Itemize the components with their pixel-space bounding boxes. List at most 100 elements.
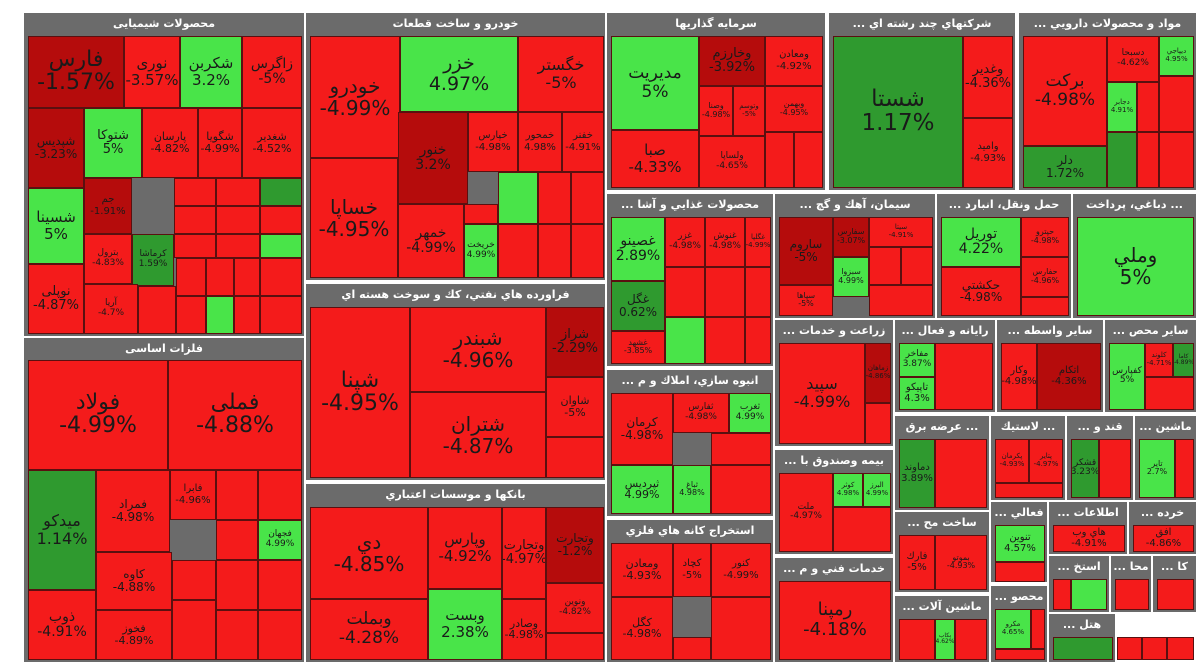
stock-tile[interactable]: وغدير -4.36%	[963, 36, 1013, 118]
stock-tile-small[interactable]	[1021, 297, 1069, 316]
stock-tile[interactable]: خمهر -4.99%	[398, 204, 464, 278]
sector-title[interactable]: اطلاعات ...	[1057, 506, 1119, 519]
stock-tile[interactable]: شبندر -4.96%	[410, 307, 546, 392]
stock-tile-small[interactable]	[1142, 637, 1167, 660]
sector-title[interactable]: ... لاستيك	[1000, 420, 1056, 433]
stock-tile[interactable]: نوری -3.57%	[124, 36, 180, 108]
stock-tile-small[interactable]	[538, 224, 571, 278]
stock-tile[interactable]: مديريت 5%	[611, 36, 699, 130]
stock-tile[interactable]: خفنر -4.91%	[562, 112, 604, 172]
sector-title[interactable]: سایر واسطه ...	[1007, 324, 1093, 337]
stock-tile-small[interactable]	[174, 206, 216, 234]
stock-tile-small[interactable]	[705, 317, 745, 364]
stock-tile[interactable]: خمحور 4.98%	[518, 112, 562, 172]
stock-tile[interactable]: وبهمن -4.95%	[765, 86, 823, 132]
stock-tile-small[interactable]	[571, 172, 604, 224]
stock-tile[interactable]: مكرو 4.65%	[995, 609, 1031, 649]
stock-tile[interactable]: غزر -4.98%	[665, 217, 705, 267]
stock-tile-small[interactable]	[1031, 609, 1045, 649]
stock-tile[interactable]: خودرو -4.99%	[310, 36, 400, 158]
stock-tile-small[interactable]	[176, 258, 206, 296]
sector-title[interactable]: ... دباغي، پرداخت	[1086, 198, 1183, 211]
sector-title[interactable]: قند و ...	[1077, 420, 1123, 433]
stock-tile[interactable]: شغدیر -4.52%	[242, 108, 302, 178]
stock-tile-small[interactable]	[1175, 439, 1194, 498]
stock-tile[interactable]: شاوان -5%	[546, 377, 604, 437]
stock-tile[interactable]: دلر 1.72%	[1023, 146, 1107, 188]
stock-tile[interactable]: سپيد -4.99%	[779, 343, 865, 444]
sector-title[interactable]: فعالي ...	[994, 506, 1044, 519]
stock-tile[interactable]: خریخت 4.99%	[464, 224, 498, 278]
stock-tile[interactable]: شتران -4.87%	[410, 392, 546, 478]
stock-tile[interactable]: ديپاجي 4.95%	[1159, 36, 1194, 76]
stock-tile[interactable]: کرماشا 1.59%	[132, 234, 174, 286]
stock-tile-small[interactable]	[1115, 579, 1149, 610]
stock-tile[interactable]: ثباغ 4.98%	[673, 465, 711, 514]
stock-tile-small[interactable]	[935, 343, 993, 410]
stock-tile[interactable]: زماهان -4.86%	[865, 343, 891, 403]
sector-title[interactable]: خدمات فني و م ...	[783, 562, 885, 575]
stock-tile-small[interactable]	[711, 433, 771, 465]
stock-tile[interactable]: فخوز -4.89%	[96, 610, 172, 660]
stock-tile[interactable]: میدکو 1.14%	[28, 470, 96, 590]
stock-tile[interactable]: پتاير -4.97%	[1029, 439, 1063, 483]
stock-tile-small[interactable]	[258, 610, 302, 660]
stock-tile-small[interactable]	[794, 132, 823, 188]
sector-title[interactable]: رايانه و فعال ...	[901, 324, 989, 337]
stock-tile[interactable]: كگل -4.98%	[611, 597, 673, 660]
stock-tile-small[interactable]	[258, 560, 302, 610]
sector-title[interactable]: فلزات اساسی	[125, 342, 203, 355]
stock-tile[interactable]: ثپردیس 4.99%	[611, 465, 673, 514]
sector-title[interactable]: استخ ...	[1057, 560, 1101, 573]
stock-tile[interactable]: شتوکا 5%	[84, 108, 142, 178]
stock-tile-small[interactable]	[995, 649, 1045, 660]
stock-tile-small[interactable]	[1107, 132, 1137, 188]
sector-title[interactable]: خودرو و ساخت قطعات	[392, 17, 519, 30]
stock-tile[interactable]: خزر 4.97%	[400, 36, 518, 112]
stock-tile-small[interactable]	[705, 267, 745, 317]
stock-tile[interactable]: تاير 2.7%	[1139, 439, 1175, 498]
stock-tile[interactable]: وتجارت -4.97%	[502, 507, 546, 599]
stock-tile-small[interactable]	[546, 633, 604, 660]
stock-tile-small[interactable]	[1159, 76, 1194, 132]
stock-tile[interactable]: رمپنا -4.18%	[779, 581, 891, 660]
stock-tile[interactable]: بترول -4.83%	[84, 234, 132, 284]
stock-tile-small[interactable]	[1071, 579, 1107, 610]
stock-tile[interactable]: فجهان 4.99%	[258, 520, 302, 560]
stock-tile[interactable]: هاي وب -4.91%	[1053, 525, 1125, 552]
stock-tile-small[interactable]	[865, 403, 891, 444]
stock-tile[interactable]: وامید -4.93%	[963, 118, 1013, 188]
stock-tile[interactable]: توريل 4.22%	[941, 217, 1021, 267]
stock-tile[interactable]: غگل 0.62%	[611, 281, 665, 331]
stock-tile[interactable]: برکت -4.98%	[1023, 36, 1107, 146]
stock-tile[interactable]: سپاها -5%	[779, 285, 833, 316]
stock-tile-small[interactable]	[174, 234, 216, 258]
stock-tile-small[interactable]	[899, 619, 935, 660]
stock-tile[interactable]: آریا -4.7%	[84, 284, 138, 334]
stock-tile-small[interactable]	[216, 520, 258, 560]
stock-tile[interactable]: غگلپا -4.99%	[745, 217, 771, 267]
stock-tile[interactable]: كچاد -5%	[673, 543, 711, 597]
stock-tile-small[interactable]	[571, 224, 604, 278]
stock-tile[interactable]: وتجارت -1.2%	[546, 507, 604, 583]
stock-tile[interactable]: ملت -4.97%	[779, 473, 833, 552]
stock-tile-small[interactable]	[498, 172, 538, 224]
stock-tile[interactable]: كرمان -4.98%	[611, 393, 673, 465]
stock-tile[interactable]: ومعادن -4.93%	[611, 543, 673, 597]
stock-tile-small[interactable]	[260, 206, 302, 234]
stock-tile-small[interactable]	[1137, 82, 1159, 132]
sector-title[interactable]: محصو ...	[994, 590, 1044, 603]
stock-tile-small[interactable]	[258, 470, 302, 520]
stock-tile-small[interactable]	[260, 258, 302, 296]
sector-title[interactable]: محصولات شیمیایی	[112, 17, 216, 30]
sector-title[interactable]: ماشين ...	[1139, 420, 1192, 433]
stock-tile-small[interactable]	[206, 296, 234, 334]
stock-tile[interactable]: کاما -4.89%	[1173, 343, 1194, 377]
stock-tile-small[interactable]	[216, 560, 258, 610]
stock-tile[interactable]: غشهد -3.85%	[611, 331, 665, 364]
stock-tile[interactable]: شپدیس -3.23%	[28, 108, 84, 188]
stock-tile[interactable]: نوپلی -4.87%	[28, 264, 84, 334]
sector-title[interactable]: شرکتهاي چند رشته اي ...	[852, 17, 992, 30]
stock-tile-small[interactable]	[216, 206, 260, 234]
stock-tile[interactable]: حفارس -4.96%	[1021, 257, 1069, 297]
